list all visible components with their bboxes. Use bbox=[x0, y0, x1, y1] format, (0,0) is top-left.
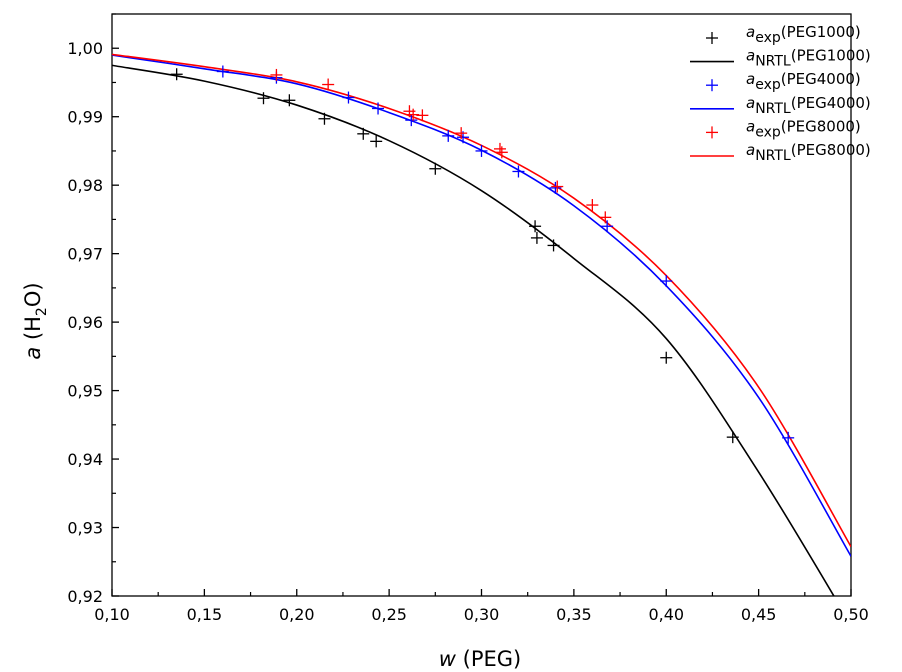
data-point bbox=[455, 127, 468, 140]
x-tick-label: 0,15 bbox=[187, 605, 223, 624]
data-point bbox=[599, 211, 612, 224]
data-point bbox=[283, 94, 296, 107]
data-point bbox=[782, 431, 795, 444]
legend-item: aexp(PEG1000) bbox=[706, 23, 861, 46]
data-point bbox=[529, 220, 542, 233]
data-point bbox=[586, 199, 599, 212]
y-tick-label: 0,94 bbox=[67, 450, 103, 469]
plot-border bbox=[111, 13, 852, 597]
x-tick-label: 0,30 bbox=[464, 605, 500, 624]
y-tick-label: 0,97 bbox=[67, 245, 103, 264]
data-point bbox=[549, 181, 562, 194]
data-point bbox=[416, 109, 429, 122]
x-tick-label: 0,20 bbox=[279, 605, 315, 624]
x-tick-label: 0,25 bbox=[371, 605, 407, 624]
legend-item: aexp(PEG8000) bbox=[706, 117, 861, 140]
series-line-peg4000 bbox=[112, 54, 851, 557]
legend-label: aNRTL(PEG8000) bbox=[746, 141, 871, 164]
x-tick-label: 0,10 bbox=[94, 605, 130, 624]
series-line-peg8000 bbox=[112, 53, 851, 548]
data-point bbox=[322, 78, 335, 91]
data-point bbox=[551, 180, 564, 193]
data-point bbox=[216, 65, 229, 78]
data-point bbox=[429, 162, 442, 175]
data-point bbox=[270, 68, 283, 81]
y-axis: 0,92 0,93 0,94 0,95 0,96 0,97 0,98 0,99 1,00 bbox=[67, 13, 119, 606]
data-point bbox=[257, 92, 270, 105]
data-point bbox=[495, 146, 508, 159]
legend-label: aexp(PEG8000) bbox=[746, 117, 861, 140]
plot-frame bbox=[111, 13, 852, 597]
data-point bbox=[475, 144, 488, 157]
x-tick-label: 0,35 bbox=[556, 605, 592, 624]
legend: aexp(PEG1000)aNRTL(PEG1000)aexp(PEG4000)… bbox=[690, 23, 871, 164]
data-point bbox=[318, 112, 331, 125]
data-point bbox=[660, 275, 673, 288]
x-axis: 0,10 0,15 0,20 0,25 0,30 0,35 0,40 0,45 0,50 bbox=[94, 589, 869, 624]
data-point bbox=[370, 135, 383, 148]
y-tick-label: 1,00 bbox=[67, 39, 103, 58]
legend-label: aexp(PEG1000) bbox=[746, 23, 861, 46]
legend-item: aNRTL(PEG8000) bbox=[690, 141, 871, 164]
y-tick-label: 0,93 bbox=[67, 519, 103, 538]
y-tick-label: 0,92 bbox=[67, 587, 103, 606]
data-point bbox=[405, 114, 418, 127]
y-tick-label: 0,95 bbox=[67, 382, 103, 401]
data-point bbox=[442, 129, 455, 142]
data-point bbox=[530, 231, 543, 244]
legend-label: aNRTL(PEG1000) bbox=[746, 47, 871, 70]
legend-label: aNRTL(PEG4000) bbox=[746, 94, 871, 117]
legend-label: aexp(PEG4000) bbox=[746, 70, 861, 93]
series-layer bbox=[112, 53, 851, 596]
y-axis-title: a (H2O) bbox=[21, 282, 50, 359]
x-tick-label: 0,40 bbox=[648, 605, 684, 624]
x-axis-title: w (PEG) bbox=[439, 647, 521, 671]
y-tick-label: 0,99 bbox=[67, 108, 103, 127]
y-tick-label: 0,98 bbox=[67, 176, 103, 195]
data-point bbox=[407, 108, 420, 121]
data-point bbox=[372, 102, 385, 115]
data-point bbox=[357, 127, 370, 140]
data-point bbox=[547, 239, 560, 252]
x-tick-label: 0,50 bbox=[833, 605, 869, 624]
data-point bbox=[726, 431, 739, 444]
data-point bbox=[512, 165, 525, 178]
data-point bbox=[660, 351, 673, 364]
series-line-peg1000 bbox=[112, 64, 835, 596]
legend-item: aNRTL(PEG1000) bbox=[690, 47, 871, 70]
data-point bbox=[170, 68, 183, 81]
y-tick-label: 0,96 bbox=[67, 313, 103, 332]
data-point bbox=[601, 220, 614, 233]
data-point bbox=[342, 91, 355, 104]
legend-item: aexp(PEG4000) bbox=[706, 70, 861, 93]
legend-item: aNRTL(PEG4000) bbox=[690, 94, 871, 117]
x-tick-label: 0,45 bbox=[741, 605, 777, 624]
